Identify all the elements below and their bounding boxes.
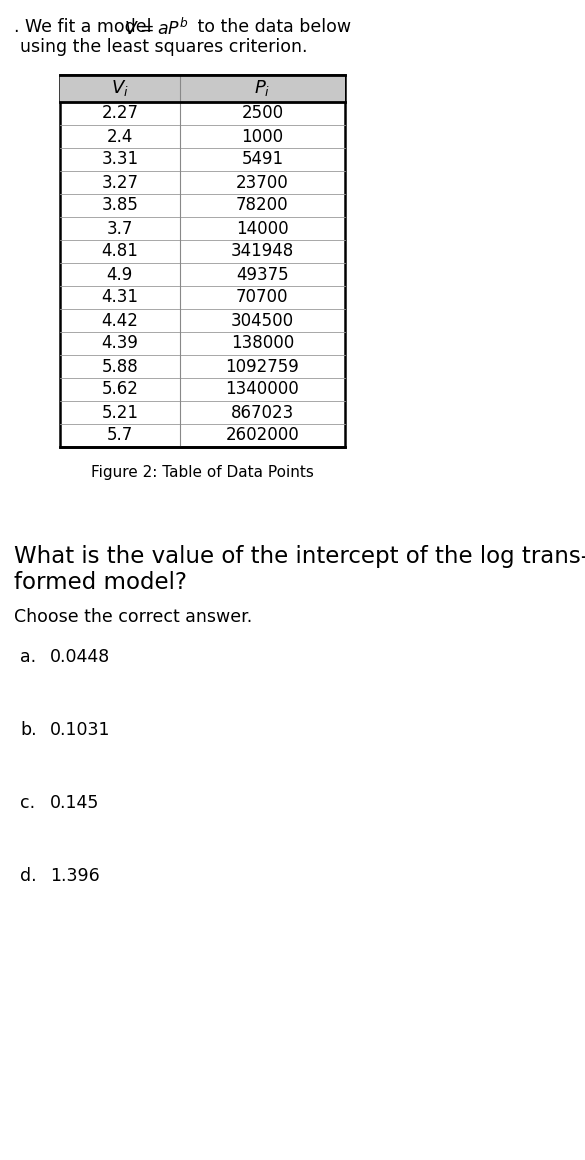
Text: 2500: 2500	[241, 104, 283, 123]
Text: 0.1031: 0.1031	[50, 722, 111, 739]
Text: What is the value of the intercept of the log trans-: What is the value of the intercept of th…	[14, 545, 585, 568]
Text: $P_i$: $P_i$	[254, 79, 270, 99]
Text: $V = aP^b$: $V = aP^b$	[124, 19, 189, 39]
Text: 70700: 70700	[236, 289, 288, 306]
Text: 0.145: 0.145	[50, 793, 99, 812]
Text: c.: c.	[20, 793, 35, 812]
Text: 23700: 23700	[236, 174, 289, 191]
Text: 4.42: 4.42	[101, 312, 138, 329]
Text: 5.88: 5.88	[101, 357, 138, 376]
Text: 867023: 867023	[230, 404, 294, 421]
Text: 3.85: 3.85	[101, 196, 138, 215]
Text: 4.81: 4.81	[101, 242, 138, 261]
Text: 5.21: 5.21	[101, 404, 138, 421]
Text: 78200: 78200	[236, 196, 288, 215]
Text: 3.7: 3.7	[106, 219, 133, 238]
Text: 0.0448: 0.0448	[50, 648, 110, 666]
Text: 2.27: 2.27	[101, 104, 138, 123]
Text: 5.7: 5.7	[106, 427, 133, 444]
Bar	[60, 75, 345, 102]
Text: formed model?: formed model?	[14, 571, 187, 594]
Text: 1.396: 1.396	[50, 867, 100, 885]
Text: 4.31: 4.31	[101, 289, 138, 306]
Text: 304500: 304500	[231, 312, 294, 329]
Text: 1000: 1000	[241, 128, 283, 145]
Text: $V_i$: $V_i$	[111, 79, 129, 99]
Text: to the data below: to the data below	[192, 19, 351, 36]
Text: 14000: 14000	[236, 219, 288, 238]
Text: 4.39: 4.39	[101, 334, 138, 353]
Text: 2.4: 2.4	[106, 128, 133, 145]
Text: b.: b.	[20, 722, 37, 739]
Text: 5.62: 5.62	[101, 380, 138, 399]
Text: . We fit a model: . We fit a model	[14, 19, 157, 36]
Text: Figure 2: Table of Data Points: Figure 2: Table of Data Points	[91, 465, 314, 480]
Text: 49375: 49375	[236, 266, 288, 283]
Text: a.: a.	[20, 648, 36, 666]
Text: 4.9: 4.9	[106, 266, 133, 283]
Bar	[60, 75, 345, 447]
Text: 341948: 341948	[230, 242, 294, 261]
Text: 2602000: 2602000	[225, 427, 299, 444]
Text: 1340000: 1340000	[225, 380, 299, 399]
Text: 138000: 138000	[230, 334, 294, 353]
Text: 3.27: 3.27	[101, 174, 138, 191]
Text: 1092759: 1092759	[225, 357, 299, 376]
Text: Choose the correct answer.: Choose the correct answer.	[14, 608, 252, 626]
Text: 5491: 5491	[241, 151, 283, 168]
Text: d.: d.	[20, 867, 37, 885]
Text: using the least squares criterion.: using the least squares criterion.	[20, 38, 308, 56]
Text: 3.31: 3.31	[101, 151, 139, 168]
